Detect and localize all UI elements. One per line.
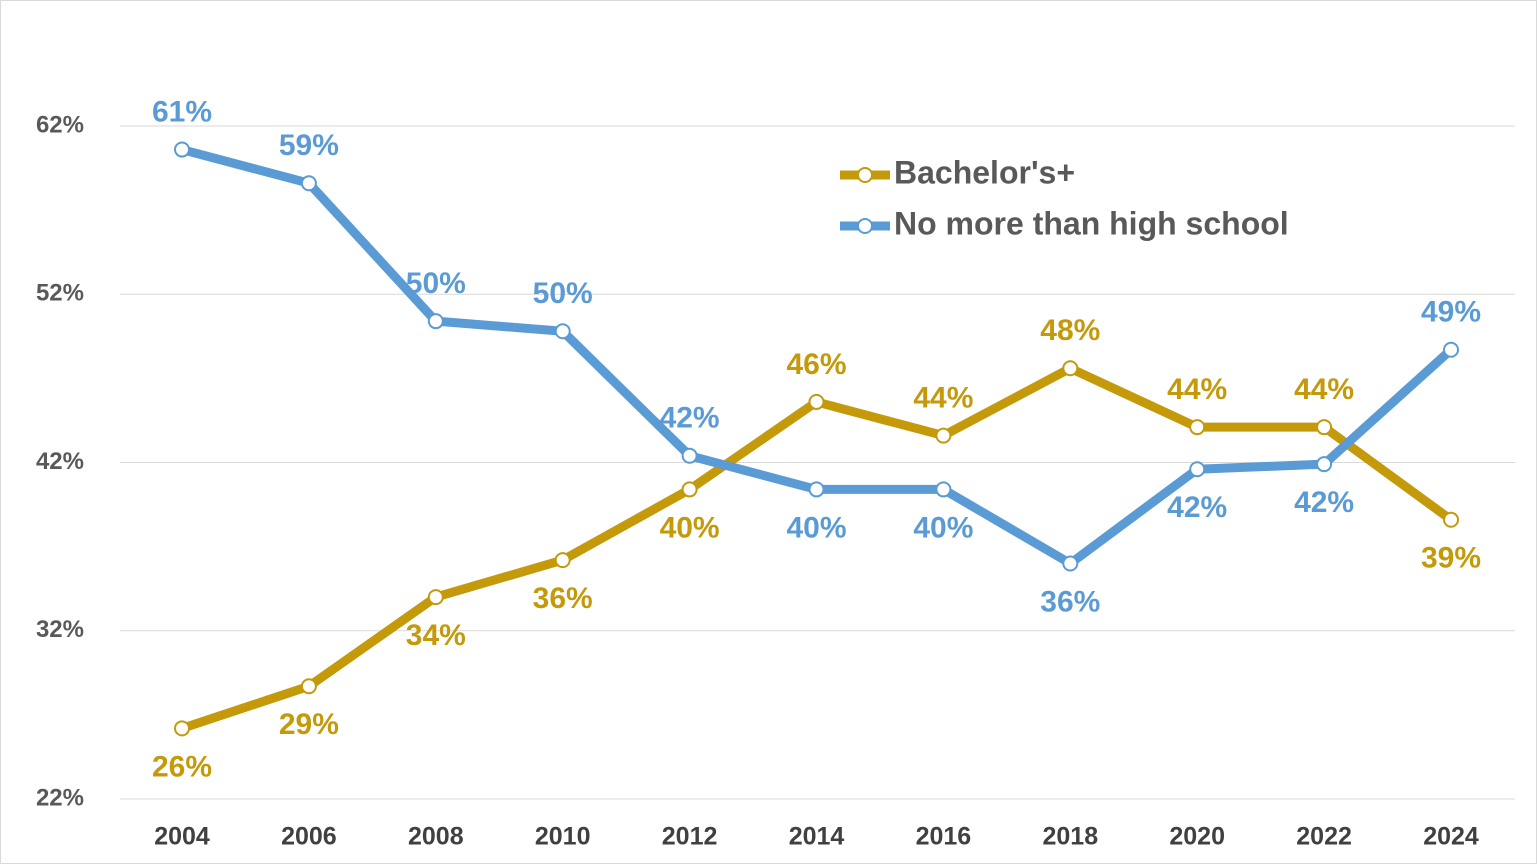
x-tick-label: 2008 [408, 823, 464, 851]
data-point [808, 481, 825, 498]
data-label: 44% [913, 382, 973, 415]
data-label: 49% [1421, 296, 1481, 329]
x-tick-label: 2006 [281, 823, 337, 851]
data-point [681, 481, 698, 498]
data-point [808, 393, 825, 410]
legend-marker [857, 167, 873, 183]
data-point [174, 141, 190, 158]
data-label: 40% [786, 511, 846, 544]
data-label: 61% [152, 95, 212, 128]
data-label: 40% [660, 511, 720, 544]
x-tick-label: 2024 [1423, 823, 1479, 851]
data-label: 36% [533, 582, 593, 615]
data-point [935, 427, 952, 444]
y-tick-label: 52% [36, 280, 84, 307]
data-point [1443, 341, 1459, 358]
data-point [174, 720, 190, 737]
data-label: 48% [1040, 314, 1100, 347]
legend-label: No more than high school [894, 205, 1289, 241]
data-label: 44% [1167, 373, 1227, 406]
data-point [554, 552, 571, 569]
y-tick-label: 62% [36, 111, 84, 138]
data-label: 26% [152, 750, 212, 783]
data-point [1062, 555, 1079, 572]
data-point [935, 481, 952, 498]
data-label: 42% [1167, 491, 1227, 524]
data-point [681, 447, 698, 464]
x-tick-label: 2018 [1042, 823, 1098, 851]
x-tick-label: 2016 [916, 823, 972, 851]
data-point [554, 323, 571, 340]
data-point [1189, 419, 1206, 436]
x-tick-label: 2012 [662, 823, 718, 851]
data-point [1316, 456, 1333, 473]
data-point [427, 313, 444, 330]
data-label: 36% [1040, 585, 1100, 618]
y-tick-label: 32% [36, 616, 84, 643]
data-label: 40% [913, 511, 973, 544]
data-point [1316, 419, 1333, 436]
data-label: 42% [1294, 486, 1354, 519]
legend-label: Bachelor's+ [894, 154, 1075, 190]
data-point [300, 678, 317, 695]
x-tick-label: 2020 [1169, 823, 1225, 851]
data-label: 29% [279, 708, 339, 741]
data-label: 46% [786, 348, 846, 381]
data-label: 42% [660, 402, 720, 435]
data-label: 59% [279, 129, 339, 162]
data-point [1189, 461, 1206, 478]
data-label: 50% [533, 277, 593, 310]
data-label: 34% [406, 619, 466, 652]
data-point [427, 589, 444, 606]
y-tick-label: 42% [36, 448, 84, 475]
x-tick-label: 2004 [154, 823, 210, 851]
data-point [300, 175, 317, 192]
data-label: 39% [1421, 542, 1481, 575]
x-tick-label: 2014 [789, 823, 845, 851]
x-tick-label: 2022 [1296, 823, 1352, 851]
legend-marker [857, 218, 873, 234]
data-label: 50% [406, 267, 466, 300]
y-tick-label: 22% [36, 784, 84, 811]
data-point [1443, 511, 1459, 528]
data-point [1062, 360, 1079, 377]
x-tick-label: 2010 [535, 823, 591, 851]
data-label: 44% [1294, 373, 1354, 406]
